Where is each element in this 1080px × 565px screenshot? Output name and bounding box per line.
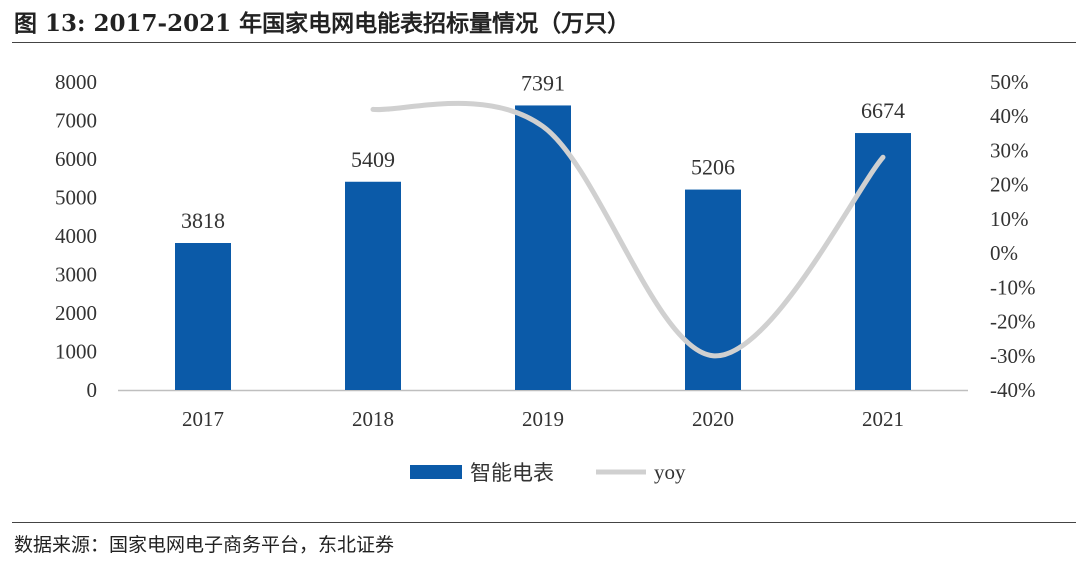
source-note: 数据来源：国家电网电子商务平台，东北证券 xyxy=(14,534,395,556)
bar-data-label: 3818 xyxy=(181,208,225,233)
legend-label-bar: 智能电表 xyxy=(470,461,554,485)
x-tick-label: 2019 xyxy=(522,407,564,431)
y-left-tick-label: 8000 xyxy=(55,70,97,94)
y-right-tick-label: -10% xyxy=(990,275,1036,299)
bar xyxy=(515,105,571,390)
y-right-tick-label: 40% xyxy=(990,104,1029,128)
y-left-tick-label: 0 xyxy=(87,378,98,402)
y-right-tick-label: -30% xyxy=(990,344,1036,368)
y-left-tick-label: 3000 xyxy=(55,263,97,287)
bar-data-label: 5206 xyxy=(691,155,735,180)
bar-data-label: 7391 xyxy=(521,70,565,95)
source-divider xyxy=(12,522,1076,523)
y-left-tick-label: 2000 xyxy=(55,301,97,325)
yoy-line xyxy=(370,100,886,359)
y-left-tick-label: 7000 xyxy=(55,109,97,133)
x-tick-label: 2021 xyxy=(862,407,904,431)
y-right-tick-label: 0% xyxy=(990,241,1018,265)
legend-label-line: yoy xyxy=(654,460,686,484)
y-right-tick-label: 30% xyxy=(990,138,1029,162)
y-right-tick-label: 50% xyxy=(990,70,1029,94)
y-right-tick-label: 20% xyxy=(990,173,1029,197)
y-right-tick-label: -20% xyxy=(990,310,1036,334)
bar xyxy=(855,133,911,390)
y-right-tick-label: 10% xyxy=(990,207,1029,231)
bar-data-label: 5409 xyxy=(351,147,395,172)
y-left-tick-label: 6000 xyxy=(55,147,97,171)
bar xyxy=(345,181,401,390)
x-tick-label: 2017 xyxy=(182,407,224,431)
legend-swatch-bar xyxy=(410,465,462,479)
y-right-tick-label: -40% xyxy=(990,378,1036,402)
bar-data-label: 6674 xyxy=(861,98,905,123)
x-tick-label: 2018 xyxy=(352,407,394,431)
y-left-tick-label: 1000 xyxy=(55,340,97,364)
y-left-tick-label: 4000 xyxy=(55,224,97,248)
figure-title: 图 13: 2017-2021 年国家电网电能表招标量情况（万只） xyxy=(14,10,631,37)
title-divider xyxy=(12,42,1076,43)
x-tick-label: 2020 xyxy=(692,407,734,431)
bar xyxy=(175,243,231,390)
y-left-tick-label: 5000 xyxy=(55,186,97,210)
bar xyxy=(685,189,741,390)
